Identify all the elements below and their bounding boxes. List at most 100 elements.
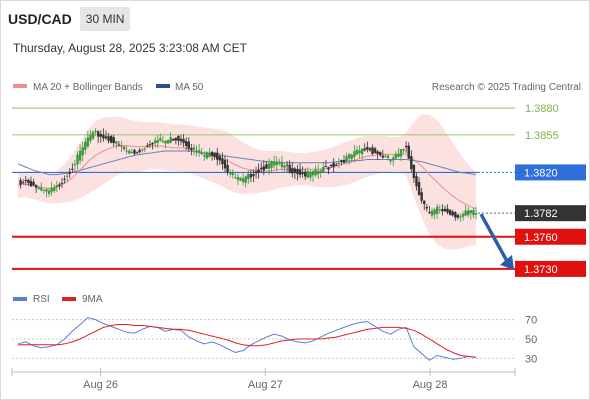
candle-body — [446, 208, 449, 213]
timeframe-badge[interactable]: 30 MIN — [79, 7, 131, 31]
candle-body — [133, 149, 136, 154]
candle-body — [397, 153, 400, 157]
candle-body — [404, 145, 408, 148]
candle-body — [182, 138, 185, 143]
candle-body — [117, 144, 121, 146]
credit-text: Research © 2025 Trading Central — [432, 82, 581, 93]
candle-body — [262, 166, 266, 171]
candle-body — [172, 138, 175, 141]
candle-body — [45, 189, 48, 192]
candle-body — [223, 160, 227, 169]
candle-body — [451, 211, 454, 216]
candle-body — [125, 150, 128, 152]
candle-body — [76, 154, 79, 165]
candles — [19, 128, 478, 222]
candle-body — [272, 161, 276, 166]
candle-body — [353, 151, 356, 158]
candle-body — [327, 167, 330, 170]
candle-body — [381, 155, 385, 158]
candle-body — [141, 149, 144, 151]
candle-body — [122, 147, 126, 149]
candle-body — [71, 168, 74, 170]
candle-body — [350, 154, 353, 160]
candle-body — [454, 212, 457, 218]
candle-body — [247, 173, 250, 180]
candle-body — [288, 164, 291, 173]
candle-body — [42, 189, 46, 191]
moving-averages — [17, 145, 477, 210]
level-label-3: 1.3782 — [524, 208, 558, 220]
rsi-line — [17, 317, 477, 361]
candle-body — [428, 212, 431, 214]
candle-body — [213, 152, 216, 158]
candle-body — [389, 159, 392, 162]
candle-body — [379, 152, 382, 156]
candle-body — [417, 182, 421, 196]
candle-body — [97, 131, 100, 137]
price-levels — [12, 107, 515, 270]
candle-body — [474, 213, 478, 215]
candle-body — [283, 165, 286, 168]
candle-body — [324, 165, 328, 168]
rsi-panel: 70 50 30 — [12, 315, 537, 365]
candle-body — [99, 133, 103, 137]
candle-body — [58, 184, 61, 187]
candle-body — [148, 144, 152, 146]
candle-body — [27, 179, 30, 183]
candle-body — [37, 187, 40, 190]
x-tick-label-2: Aug 28 — [413, 379, 448, 391]
candle-body — [435, 206, 439, 214]
candle-body — [319, 170, 322, 172]
candle-body — [63, 178, 66, 180]
candle-body — [472, 210, 475, 216]
candle-body — [208, 152, 211, 158]
candle-body — [32, 181, 35, 186]
candle-body — [128, 150, 131, 154]
candle-body — [254, 171, 258, 174]
projection-line — [479, 213, 510, 264]
candle-body — [228, 173, 232, 175]
candle-body — [402, 148, 405, 151]
ma20-legend: MA 20 + Bollinger Bands — [33, 82, 143, 93]
candle-body — [109, 136, 113, 143]
candle-body — [94, 130, 97, 133]
candle-body — [102, 134, 105, 139]
candle-body — [335, 164, 338, 166]
candle-body — [138, 150, 141, 153]
x-tick-label-0: Aug 26 — [83, 379, 118, 391]
candle-body — [329, 164, 333, 167]
candle-body — [156, 139, 159, 143]
candle-body — [200, 153, 203, 155]
candle-body — [19, 180, 22, 185]
candle-body — [34, 184, 38, 188]
candle-body — [441, 209, 444, 212]
candle-body — [205, 152, 209, 159]
candle-body — [221, 158, 224, 165]
level-box-2 — [515, 164, 586, 181]
candle-body — [143, 148, 146, 150]
level-label-0: 1.3880 — [525, 103, 559, 115]
candle-body — [161, 140, 165, 143]
ma20-swatch — [13, 84, 27, 88]
candle-body — [360, 148, 364, 155]
candle-body — [177, 135, 180, 141]
ma50-legend: MA 50 — [175, 82, 204, 93]
rsi-tick-1: 50 — [525, 334, 537, 346]
candle-body — [355, 149, 359, 155]
candle-body — [371, 147, 374, 154]
candle-body — [216, 152, 219, 160]
candle-body — [407, 145, 410, 159]
candle-body — [301, 172, 304, 175]
candle-body — [73, 164, 77, 166]
candle-body — [363, 148, 366, 151]
candle-body — [384, 155, 387, 158]
candle-body — [469, 210, 473, 214]
candle-body — [244, 176, 247, 183]
candle-body — [386, 155, 390, 158]
candle-body — [166, 140, 170, 144]
candle-body — [187, 141, 190, 149]
candle-body — [226, 164, 229, 173]
candle-body — [464, 210, 467, 216]
candle-body — [443, 208, 447, 212]
rsi9-swatch — [62, 297, 76, 301]
